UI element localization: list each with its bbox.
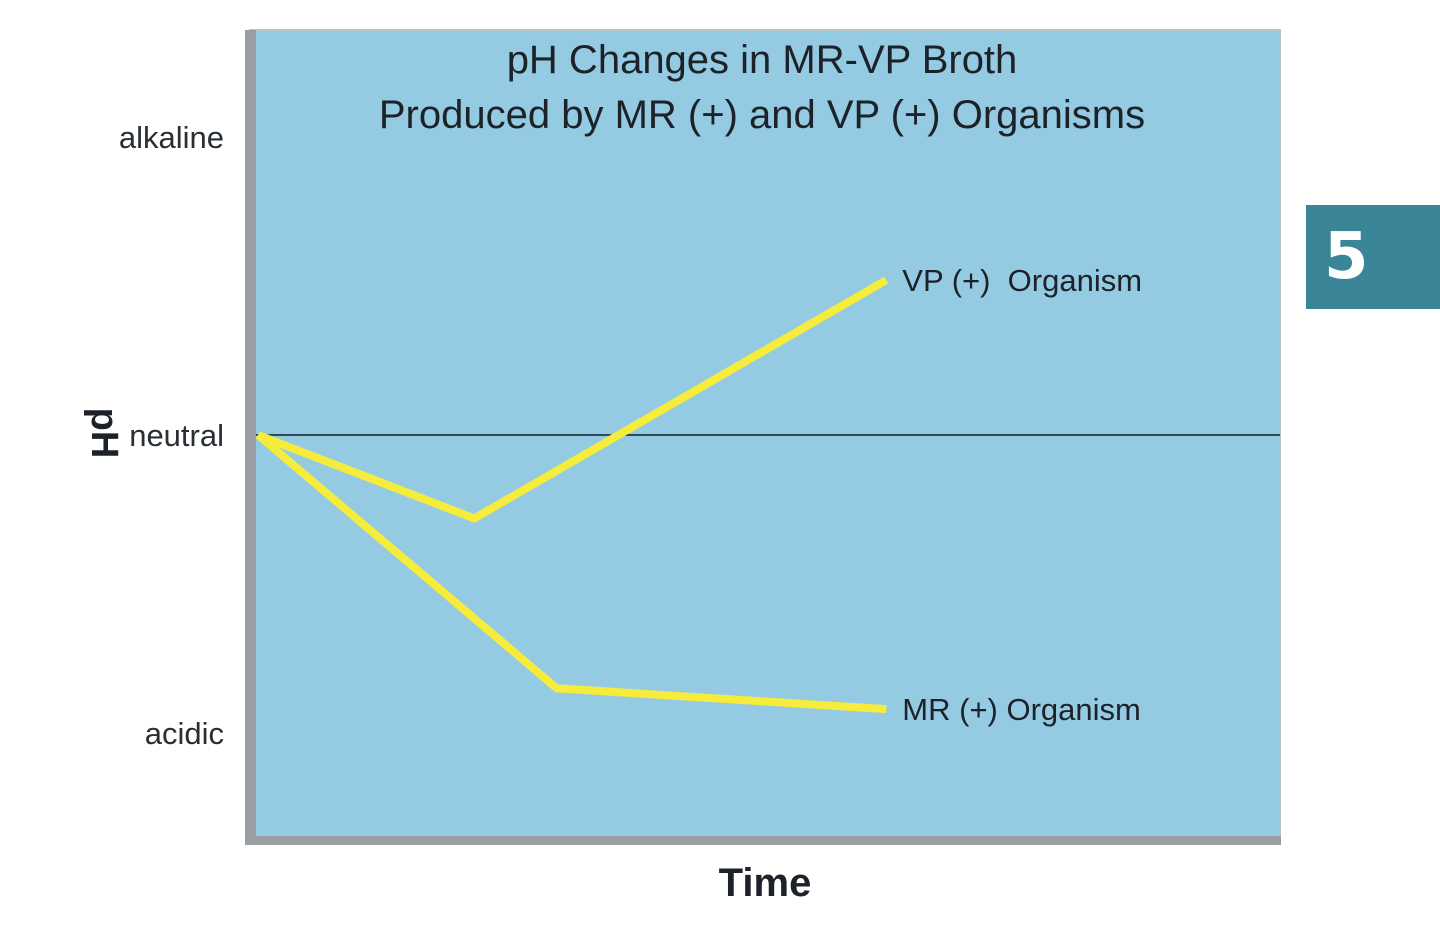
chart-title-line-1: pH Changes in MR-VP Broth xyxy=(507,38,1018,82)
y-axis xyxy=(245,30,256,845)
y-tick-label-neutral: neutral xyxy=(129,418,224,453)
x-axis-label: Time xyxy=(719,861,812,905)
y-tick-label-acidic: acidic xyxy=(145,716,224,751)
x-axis xyxy=(245,836,1281,845)
series-label-vp: VP (+) Organism xyxy=(902,263,1142,298)
y-axis-label: pH xyxy=(83,408,125,459)
chart-title-line-2: Produced by MR (+) and VP (+) Organisms xyxy=(379,93,1145,137)
series-label-mr: MR (+) Organism xyxy=(902,692,1141,727)
y-tick-label-alkaline: alkaline xyxy=(119,120,224,155)
page-number-badge: 5 xyxy=(1306,205,1440,309)
